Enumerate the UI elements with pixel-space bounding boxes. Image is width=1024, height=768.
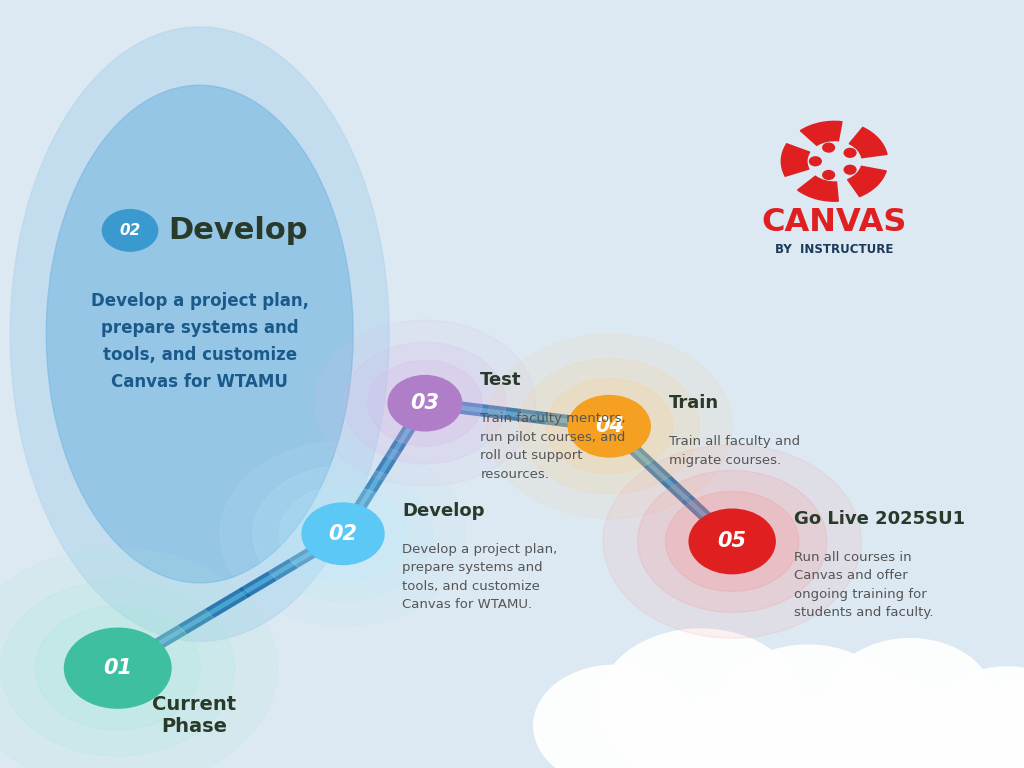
Circle shape: [314, 320, 536, 486]
Circle shape: [486, 334, 732, 518]
Text: Run all courses in
Canvas and offer
ongoing training for
students and faculty.: Run all courses in Canvas and offer ongo…: [794, 551, 933, 619]
Circle shape: [65, 628, 171, 708]
Circle shape: [889, 686, 1015, 768]
Circle shape: [844, 165, 856, 174]
Circle shape: [689, 509, 775, 574]
Text: Develop a project plan,
prepare systems and
tools, and customize
Canvas for WTAM: Develop a project plan, prepare systems …: [402, 543, 558, 611]
Circle shape: [844, 148, 856, 157]
Text: 04: 04: [595, 416, 624, 436]
Wedge shape: [798, 176, 839, 201]
Text: Train: Train: [669, 395, 719, 412]
Wedge shape: [848, 167, 886, 197]
Wedge shape: [781, 144, 810, 176]
Text: Train all faculty and
migrate courses.: Train all faculty and migrate courses.: [669, 435, 800, 467]
Circle shape: [810, 157, 821, 166]
Circle shape: [740, 694, 930, 768]
Circle shape: [102, 210, 158, 251]
Circle shape: [808, 675, 948, 768]
Text: Current
Phase: Current Phase: [153, 695, 237, 736]
Circle shape: [568, 396, 650, 457]
Text: 01: 01: [103, 658, 132, 678]
Circle shape: [905, 719, 1024, 768]
Text: Develop: Develop: [168, 216, 307, 245]
Circle shape: [826, 639, 994, 764]
Wedge shape: [801, 121, 842, 145]
Circle shape: [638, 471, 826, 612]
Text: 02: 02: [329, 524, 357, 544]
Circle shape: [822, 143, 835, 152]
Ellipse shape: [46, 85, 353, 583]
Circle shape: [546, 379, 673, 474]
Circle shape: [989, 720, 1024, 768]
Circle shape: [842, 720, 952, 768]
Text: Go Live 2025SU1: Go Live 2025SU1: [794, 510, 965, 528]
Circle shape: [368, 360, 482, 446]
Circle shape: [302, 503, 384, 564]
Circle shape: [822, 170, 835, 180]
Text: 02: 02: [120, 223, 140, 238]
Circle shape: [598, 629, 803, 768]
Circle shape: [534, 665, 695, 768]
Text: BY  INSTRUCTURE: BY INSTRUCTURE: [775, 243, 894, 257]
Circle shape: [603, 445, 861, 638]
Text: 03: 03: [411, 393, 439, 413]
Circle shape: [934, 667, 1024, 768]
Text: CANVAS: CANVAS: [762, 207, 907, 238]
Circle shape: [647, 696, 808, 768]
Circle shape: [764, 700, 874, 768]
Circle shape: [965, 681, 1024, 768]
Circle shape: [344, 343, 506, 464]
Text: Develop: Develop: [402, 502, 485, 520]
Circle shape: [0, 548, 278, 768]
Text: 05: 05: [718, 531, 746, 551]
Circle shape: [717, 645, 899, 768]
Text: Test: Test: [480, 372, 522, 389]
Wedge shape: [849, 127, 887, 157]
Circle shape: [35, 606, 201, 730]
Text: Train faculty mentors,
run pilot courses, and
roll out support
resources.: Train faculty mentors, run pilot courses…: [480, 412, 626, 481]
Circle shape: [388, 376, 462, 431]
Text: Develop a project plan,
prepare systems and
tools, and customize
Canvas for WTAM: Develop a project plan, prepare systems …: [91, 292, 308, 391]
Circle shape: [1, 581, 234, 756]
Circle shape: [666, 492, 799, 591]
Circle shape: [220, 442, 466, 626]
Circle shape: [253, 466, 433, 601]
Ellipse shape: [10, 27, 389, 641]
Circle shape: [862, 696, 1023, 768]
Circle shape: [519, 359, 699, 494]
Circle shape: [280, 486, 407, 581]
